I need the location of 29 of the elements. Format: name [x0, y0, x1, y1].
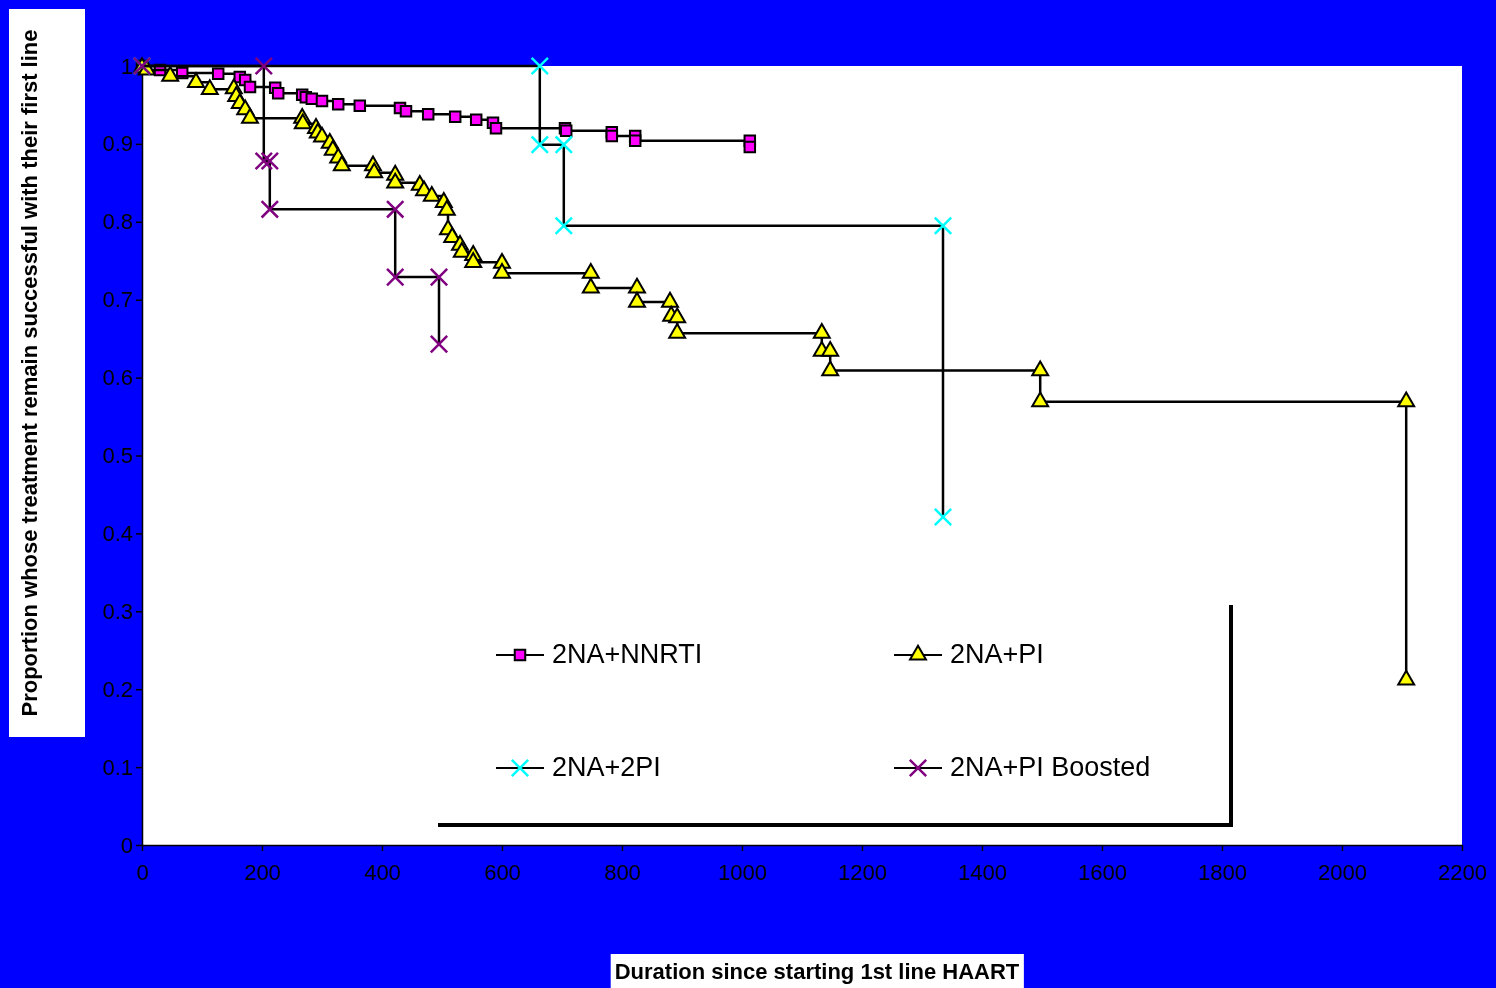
y-tick-label: 0.9	[102, 131, 133, 157]
x-tick-label: 400	[364, 860, 401, 886]
y-tick-label: 0.8	[102, 209, 133, 235]
y-tick-label: 0.5	[102, 443, 133, 469]
y-tick-label: 1	[120, 53, 133, 79]
legend-label: 2NA+NNRTI	[552, 639, 703, 669]
y-tick-label: 0.4	[102, 520, 133, 546]
x-tick-label: 1600	[1078, 860, 1127, 886]
x-tick-label: 2000	[1318, 860, 1367, 886]
x-tick-label: 800	[604, 860, 641, 886]
x-tick-label: 2200	[1438, 860, 1487, 886]
y-tick-label: 0.6	[102, 365, 133, 391]
x-tick-label: 600	[484, 860, 521, 886]
x-tick-label: 0	[136, 860, 149, 886]
x-axis-title: Duration since starting 1st line HAART	[614, 959, 1020, 984]
y-tick-label: 0.3	[102, 598, 133, 624]
y-tick-label: 0.7	[102, 287, 133, 313]
x-tick-label: 1800	[1198, 860, 1247, 886]
y-tick-label: 0.2	[102, 676, 133, 702]
x-tick-label: 1200	[838, 860, 887, 886]
x-tick-label: 1000	[718, 860, 767, 886]
legend-label: 2NA+2PI	[552, 752, 661, 782]
x-tick-label: 1400	[958, 860, 1007, 886]
x-tick-label: 200	[244, 860, 281, 886]
y-tick-label: 0	[120, 832, 133, 858]
legend-label: 2NA+PI Boosted	[950, 752, 1151, 782]
y-axis-title: Proportion whose treatment remain successful with their first line	[17, 29, 42, 717]
legend-label: 2NA+PI	[950, 639, 1044, 669]
y-tick-label: 0.1	[102, 754, 133, 780]
